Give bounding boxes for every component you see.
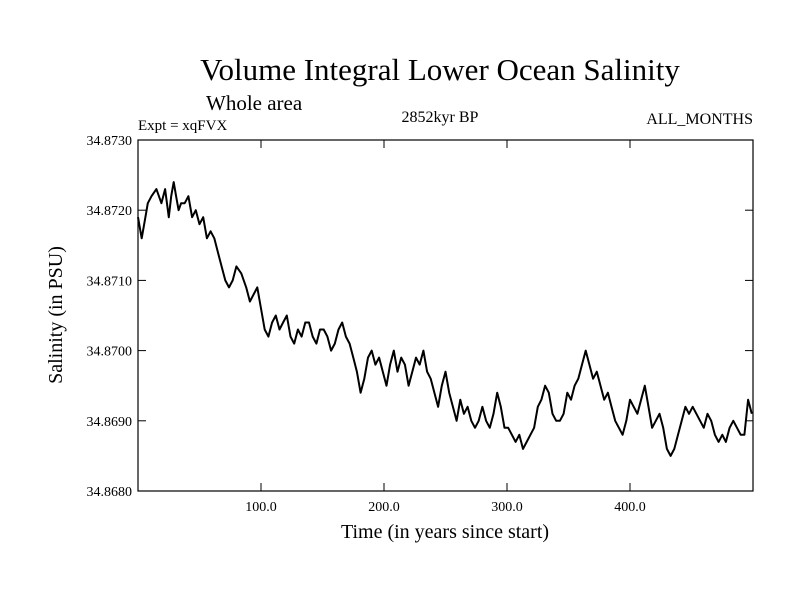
x-axis: 100.0 200.0 300.0 400.0 (245, 140, 646, 515)
x-tick-label: 400.0 (614, 500, 646, 515)
y-axis-label: Salinity (in PSU) (45, 246, 67, 384)
x-tick-label: 100.0 (245, 500, 277, 515)
salinity-series-line (137, 181, 753, 457)
y-axis: 34.8680 34.8690 34.8700 34.8710 34.8720 34.87… (87, 134, 753, 500)
experiment-label: Expt = xqFVX (138, 118, 227, 134)
y-tick-label: 34.8690 (87, 415, 133, 430)
chart-title: Volume Integral Lower Ocean Salinity (200, 52, 680, 87)
x-tick-label: 200.0 (368, 500, 400, 515)
y-tick-label: 34.8710 (87, 274, 133, 289)
x-tick-label: 300.0 (491, 500, 523, 515)
y-tick-label: 34.8700 (87, 345, 133, 360)
plot-frame (137, 139, 754, 492)
y-tick-label: 34.8680 (87, 485, 133, 500)
period-label: 2852kyr BP (402, 109, 479, 126)
months-label: ALL_MONTHS (646, 111, 753, 128)
chart-subtitle: Whole area (206, 91, 303, 115)
y-tick-label: 34.8730 (87, 134, 133, 149)
x-axis-label: Time (in years since start) (341, 521, 549, 543)
y-tick-label: 34.8720 (87, 204, 133, 219)
